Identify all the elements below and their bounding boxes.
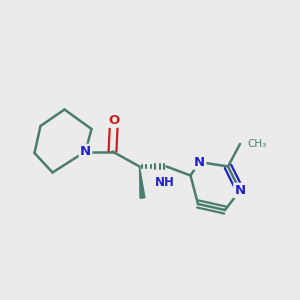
- Polygon shape: [140, 167, 145, 198]
- Text: N: N: [234, 184, 246, 197]
- Text: NH: NH: [155, 176, 175, 190]
- Text: N: N: [80, 145, 91, 158]
- Text: N: N: [194, 155, 205, 169]
- Text: O: O: [108, 113, 120, 127]
- Text: CH₃: CH₃: [248, 139, 267, 149]
